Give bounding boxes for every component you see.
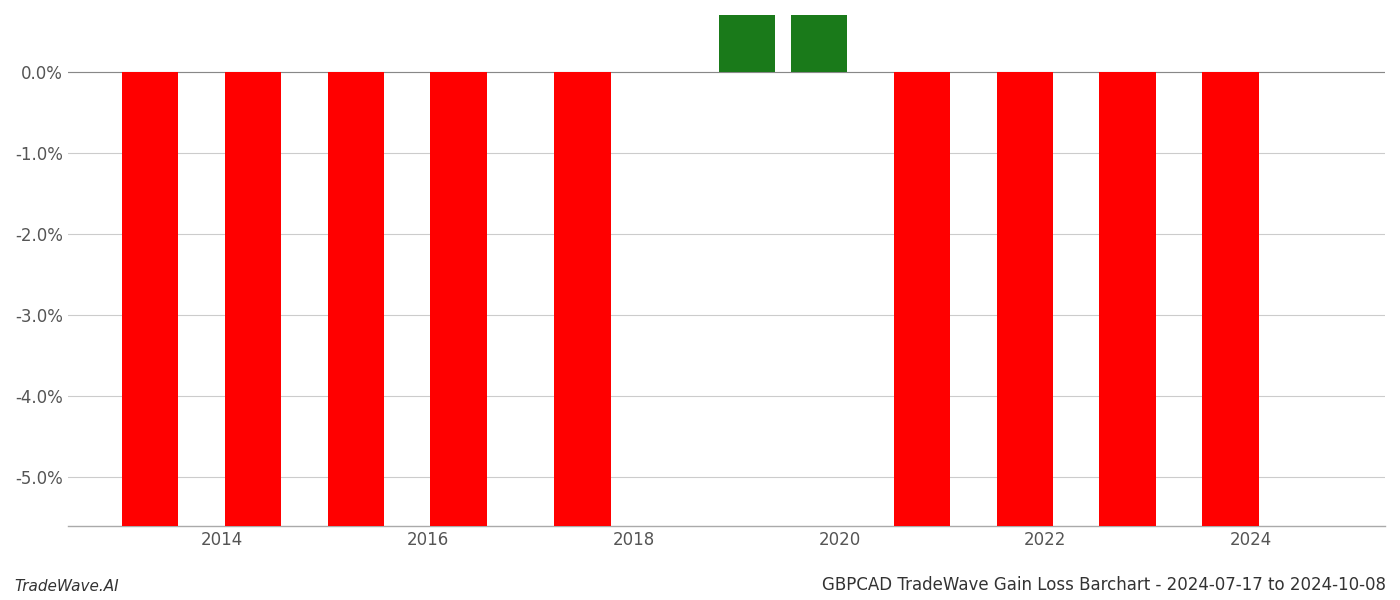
Text: GBPCAD TradeWave Gain Loss Barchart - 2024-07-17 to 2024-10-08: GBPCAD TradeWave Gain Loss Barchart - 20… <box>822 576 1386 594</box>
Text: TradeWave.AI: TradeWave.AI <box>14 579 119 594</box>
Bar <box>224 72 281 600</box>
Bar <box>1099 72 1156 600</box>
Bar <box>554 72 610 600</box>
Bar <box>791 0 847 72</box>
Bar <box>893 72 951 600</box>
Bar <box>122 72 178 600</box>
Bar <box>430 72 487 600</box>
Bar <box>997 72 1053 600</box>
Bar <box>1203 72 1259 600</box>
Bar <box>328 72 384 600</box>
Bar <box>718 0 776 72</box>
